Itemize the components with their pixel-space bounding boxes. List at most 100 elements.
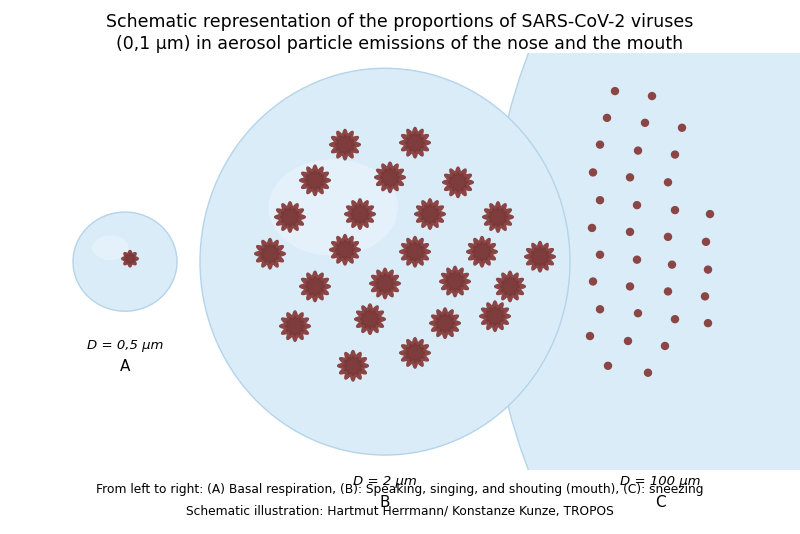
Polygon shape xyxy=(525,241,555,272)
Text: C: C xyxy=(654,494,666,510)
Polygon shape xyxy=(486,307,505,326)
Polygon shape xyxy=(306,171,325,190)
Circle shape xyxy=(590,169,597,176)
Polygon shape xyxy=(374,162,406,193)
Polygon shape xyxy=(338,351,368,381)
Circle shape xyxy=(678,124,686,131)
Polygon shape xyxy=(448,173,468,192)
Polygon shape xyxy=(494,271,526,302)
Polygon shape xyxy=(343,356,362,375)
Polygon shape xyxy=(350,205,370,224)
Circle shape xyxy=(597,141,603,148)
Polygon shape xyxy=(400,237,430,267)
Circle shape xyxy=(634,147,642,154)
Circle shape xyxy=(702,293,709,300)
Circle shape xyxy=(671,316,678,323)
Polygon shape xyxy=(274,202,306,232)
Polygon shape xyxy=(122,250,138,267)
Text: D = 100 µm: D = 100 µm xyxy=(620,475,700,488)
Circle shape xyxy=(597,306,603,313)
Polygon shape xyxy=(406,343,425,363)
Polygon shape xyxy=(446,272,465,291)
Polygon shape xyxy=(440,266,470,297)
Circle shape xyxy=(705,266,711,273)
Circle shape xyxy=(645,370,651,376)
Circle shape xyxy=(626,283,634,290)
Polygon shape xyxy=(414,199,446,229)
Polygon shape xyxy=(375,274,394,293)
Polygon shape xyxy=(420,205,440,224)
Polygon shape xyxy=(380,168,400,187)
Polygon shape xyxy=(500,277,520,296)
Text: From left to right: (A) Basal respiration, (B): Speaking, singing, and shouting : From left to right: (A) Basal respiratio… xyxy=(96,483,704,496)
Polygon shape xyxy=(300,271,330,302)
Polygon shape xyxy=(335,135,354,154)
Polygon shape xyxy=(280,311,310,341)
Polygon shape xyxy=(482,202,514,232)
Circle shape xyxy=(605,362,611,370)
Circle shape xyxy=(665,179,671,186)
Circle shape xyxy=(597,197,603,203)
Text: Schematic illustration: Hartmut Herrmann/ Konstanze Kunze, TROPOS: Schematic illustration: Hartmut Herrmann… xyxy=(186,505,614,517)
Circle shape xyxy=(634,202,641,209)
Circle shape xyxy=(634,256,641,263)
Circle shape xyxy=(662,342,669,349)
Circle shape xyxy=(642,119,649,126)
Ellipse shape xyxy=(92,235,129,260)
Ellipse shape xyxy=(200,68,570,455)
Circle shape xyxy=(626,229,634,235)
Text: B: B xyxy=(380,494,390,510)
Text: Schematic representation of the proportions of SARS-CoV-2 viruses: Schematic representation of the proporti… xyxy=(106,13,694,32)
Polygon shape xyxy=(400,337,430,368)
Polygon shape xyxy=(430,308,460,339)
Text: (0,1 µm) in aerosol particle emissions of the nose and the mouth: (0,1 µm) in aerosol particle emissions o… xyxy=(117,35,683,53)
Polygon shape xyxy=(488,208,508,226)
Polygon shape xyxy=(370,268,400,299)
Polygon shape xyxy=(354,304,386,334)
Polygon shape xyxy=(125,254,135,264)
Polygon shape xyxy=(330,234,360,265)
Circle shape xyxy=(665,233,671,240)
Polygon shape xyxy=(300,165,330,195)
Circle shape xyxy=(705,320,711,327)
Circle shape xyxy=(669,261,675,268)
Polygon shape xyxy=(472,242,492,261)
Ellipse shape xyxy=(269,159,398,256)
Text: D = 0,5 µm: D = 0,5 µm xyxy=(87,339,163,352)
Polygon shape xyxy=(286,317,305,336)
Polygon shape xyxy=(466,237,498,267)
Text: A: A xyxy=(120,359,130,374)
Circle shape xyxy=(626,174,634,181)
Circle shape xyxy=(590,278,597,285)
Polygon shape xyxy=(480,301,510,332)
Circle shape xyxy=(706,210,714,217)
Circle shape xyxy=(589,224,595,231)
Circle shape xyxy=(603,114,610,121)
Polygon shape xyxy=(360,310,380,329)
Polygon shape xyxy=(335,240,354,260)
Polygon shape xyxy=(530,247,550,266)
Text: D = 2 µm: D = 2 µm xyxy=(353,475,417,488)
Ellipse shape xyxy=(73,212,177,311)
Circle shape xyxy=(634,310,642,317)
Polygon shape xyxy=(330,129,360,160)
Circle shape xyxy=(490,0,800,534)
Polygon shape xyxy=(306,277,325,296)
Polygon shape xyxy=(280,208,300,226)
Circle shape xyxy=(702,238,710,245)
Polygon shape xyxy=(400,128,430,158)
Circle shape xyxy=(625,337,631,344)
Polygon shape xyxy=(406,133,425,152)
Circle shape xyxy=(586,333,594,340)
Circle shape xyxy=(665,288,671,295)
Circle shape xyxy=(611,88,618,95)
Polygon shape xyxy=(260,244,280,263)
Circle shape xyxy=(649,92,655,99)
Polygon shape xyxy=(406,242,425,261)
Circle shape xyxy=(597,251,603,258)
Polygon shape xyxy=(254,239,286,269)
Polygon shape xyxy=(345,199,375,229)
Circle shape xyxy=(671,151,678,158)
Polygon shape xyxy=(435,313,454,333)
Circle shape xyxy=(671,207,678,214)
